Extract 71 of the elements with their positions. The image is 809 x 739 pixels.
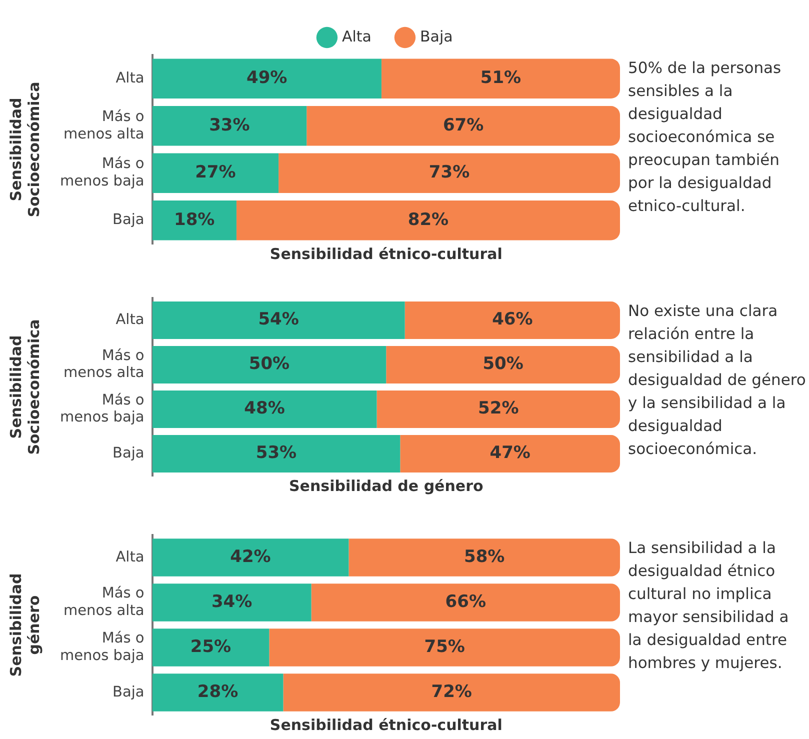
- data-label: 50%: [248, 354, 290, 374]
- y-tick-label: Más o menos baja: [60, 392, 144, 426]
- bar: [386, 346, 620, 384]
- bar: [381, 58, 620, 98]
- text: No existe una clara relación entre la sensibilidad a la desigualdad de género y la sensibilidad a la desigualdad socioeconómica.: [628, 301, 806, 460]
- data-label: 53%: [256, 443, 297, 464]
- data-label: 72%: [431, 682, 472, 702]
- y-tick-label: Baja: [112, 446, 144, 462]
- bar: [348, 538, 620, 576]
- data-label: 52%: [478, 398, 519, 419]
- data-label: 48%: [244, 398, 285, 419]
- x-axis-title: Sensibilidad étnico-cultural: [270, 244, 502, 263]
- data-label: 50%: [482, 354, 524, 374]
- y-tick-label: Alta: [116, 70, 144, 86]
- y-tick-label: Alta: [116, 549, 144, 566]
- bar: [152, 584, 312, 622]
- y-tick-label: Alta: [116, 312, 144, 328]
- y-axis-title: Sensibilidad género: [6, 573, 43, 677]
- y-tick-label: Más o menos alta: [64, 348, 144, 382]
- y-tick-label: Más o menos alta: [64, 586, 144, 619]
- data-label: 18%: [174, 210, 215, 230]
- bar: [404, 302, 620, 339]
- bar: [236, 200, 620, 240]
- text: 50% de la personas sensibles a la desigualdad socioeconómica se preocupan también por la desigualdad etnico-cultural.: [628, 58, 782, 217]
- y-axis-title: Sensibilidad Socioeconómica: [6, 319, 43, 455]
- bar: [311, 584, 620, 622]
- data-label: 49%: [246, 68, 288, 88]
- x-axis-title: Sensibilidad étnico-cultural: [270, 716, 502, 734]
- x-axis-title: Sensibilidad de género: [288, 476, 484, 495]
- data-label: 75%: [424, 636, 465, 657]
- y-tick-label: Baja: [112, 212, 144, 228]
- bar: [152, 153, 279, 193]
- data-label: 46%: [492, 310, 533, 330]
- y-tick-label: Más o menos baja: [60, 630, 144, 664]
- bar: [152, 200, 236, 240]
- bar: [152, 302, 405, 339]
- bar: [283, 674, 620, 712]
- data-label: 73%: [428, 162, 470, 183]
- data-label: 33%: [209, 115, 250, 136]
- bar: [269, 628, 620, 666]
- bar: [152, 435, 400, 472]
- data-label: 51%: [480, 68, 522, 88]
- bar: [152, 390, 377, 428]
- data-label: 82%: [408, 210, 449, 230]
- data-label: 25%: [190, 636, 232, 657]
- data-label: 66%: [445, 592, 486, 612]
- text: La sensibilidad a la desigualdad étnico cultural no implica mayor sensibilidad a la desigualdad entre hombres y mujeres.: [628, 538, 790, 674]
- bar: [152, 674, 284, 712]
- data-label: 54%: [258, 310, 299, 330]
- data-label: 28%: [197, 682, 238, 702]
- bar: [400, 435, 620, 472]
- y-axis-title: Sensibilidad Socioeconómica: [6, 82, 43, 218]
- bar: [152, 58, 382, 98]
- bar: [152, 106, 307, 146]
- bar: [152, 538, 349, 576]
- bar: [278, 153, 620, 193]
- data-label: 58%: [464, 546, 505, 567]
- bar: [152, 346, 386, 384]
- bar: [376, 390, 620, 428]
- y-tick-label: Baja: [112, 684, 144, 700]
- y-tick-label: Más o menos baja: [60, 156, 144, 190]
- data-label: 47%: [490, 443, 530, 464]
- bar: [152, 628, 270, 666]
- data-label: 67%: [442, 115, 484, 136]
- legend-label: Alta: [342, 27, 372, 46]
- data-label: 42%: [230, 546, 271, 567]
- data-label: 27%: [195, 162, 236, 183]
- legend-label: Baja: [420, 27, 453, 46]
- bar: [306, 106, 620, 146]
- data-label: 34%: [211, 592, 252, 612]
- y-tick-label: Más o menos alta: [64, 108, 144, 142]
